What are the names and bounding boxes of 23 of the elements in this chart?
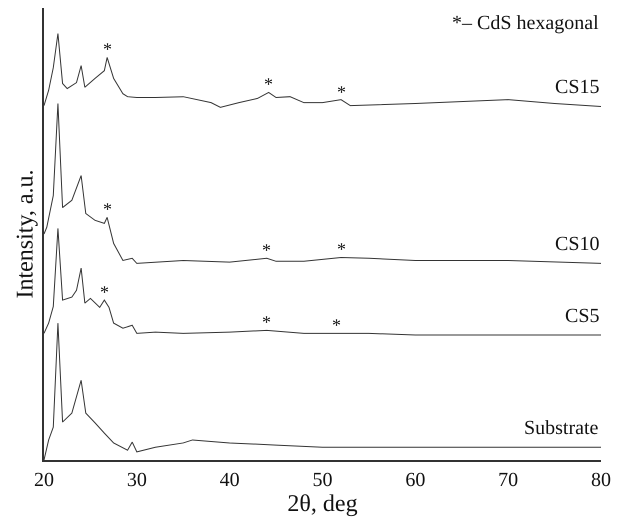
series-label: Substrate: [524, 417, 599, 439]
annotation: *: [100, 282, 109, 302]
x-tick-label: 30: [126, 469, 147, 491]
annotation: *– CdS hexagonal: [452, 12, 600, 34]
x-axis-title: 2θ, deg: [287, 491, 358, 517]
annotation: *: [262, 240, 271, 260]
y-axis-title: Intensity, a.u.: [12, 169, 39, 299]
x-tick-label: 80: [591, 469, 611, 491]
x-tick-label: 20: [34, 469, 54, 491]
annotation: *: [264, 74, 273, 94]
x-tick-label: 70: [498, 469, 518, 491]
annotation: *: [332, 315, 341, 335]
x-tick-label: 40: [220, 469, 240, 491]
series-label: CS15: [555, 76, 600, 98]
annotation: *: [337, 239, 346, 259]
annotation: *: [103, 199, 112, 219]
series-label: CS10: [555, 233, 600, 255]
x-tick-label: 60: [405, 469, 426, 491]
annotation: *: [337, 82, 346, 102]
series-label: CS5: [565, 305, 600, 327]
annotation: *: [103, 39, 112, 59]
x-tick-label: 50: [312, 469, 332, 491]
annotation: *: [262, 312, 271, 332]
